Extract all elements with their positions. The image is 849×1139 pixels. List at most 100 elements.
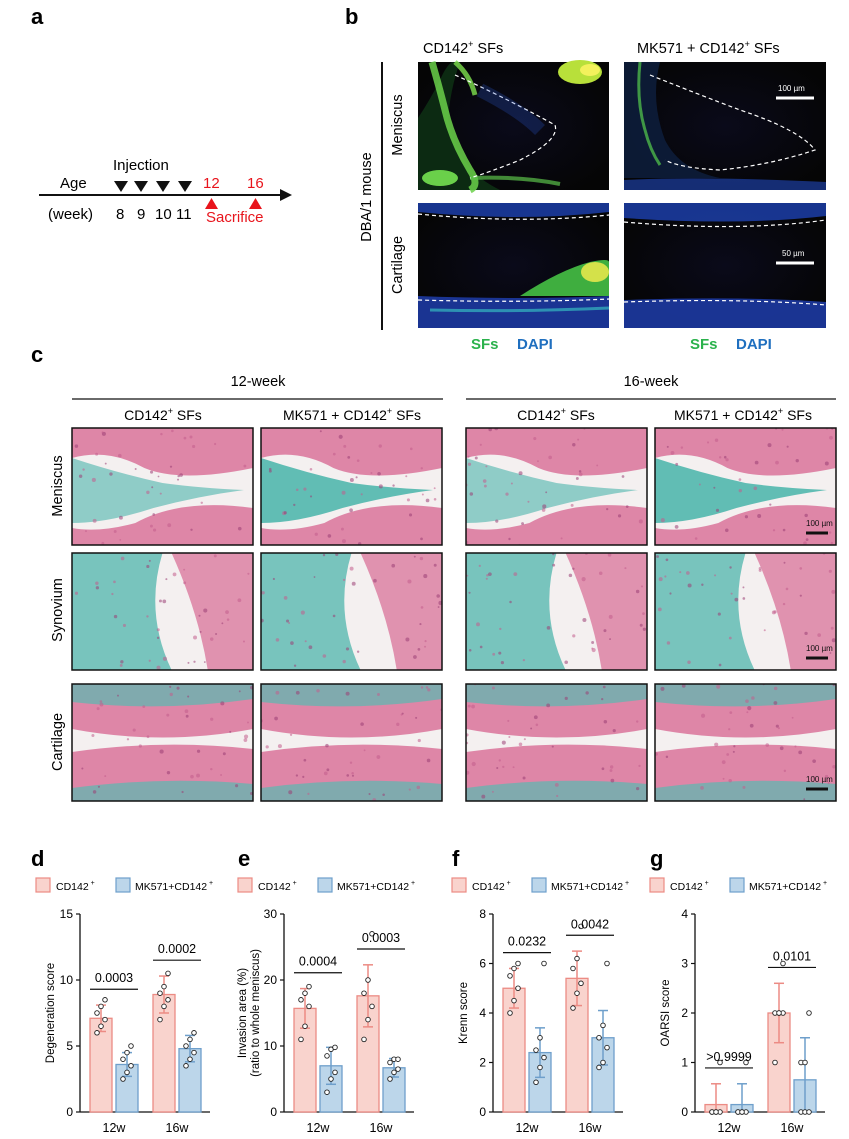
cell-nucleus [295, 774, 299, 777]
cell-nucleus [591, 641, 595, 644]
meniscus-wedge [72, 458, 244, 523]
cell-nucleus [423, 574, 428, 579]
data-point [191, 1030, 197, 1036]
cell-nucleus [177, 478, 180, 481]
cell-nucleus [349, 477, 354, 482]
cell-nucleus [405, 637, 410, 642]
cell-nucleus [476, 622, 480, 627]
cell-nucleus [111, 592, 114, 596]
cell-nucleus [120, 556, 125, 561]
cell-nucleus [265, 745, 269, 749]
cell-nucleus [406, 498, 410, 502]
cell-nucleus [783, 769, 787, 773]
cell-nucleus [277, 744, 282, 749]
cell-nucleus [830, 626, 834, 630]
injection-week-9: 9 [137, 206, 145, 223]
tissue-band [466, 428, 647, 476]
cell-nucleus [243, 464, 247, 468]
cell-nucleus [341, 490, 346, 495]
cell-nucleus [295, 488, 299, 492]
data-point [772, 1059, 778, 1066]
panel-b-fluorescence: CD142+ SFs MK571 + CD142+ SFs DBA/1 mous… [359, 39, 827, 353]
tissue-band [565, 553, 647, 670]
cell-nucleus [635, 720, 639, 723]
legend-swatch-cd142 [35, 877, 51, 893]
cell-nucleus [535, 723, 539, 727]
cell-nucleus [156, 636, 160, 640]
fluor-image-mk571-meniscus: 100 µm [624, 61, 826, 190]
cell-nucleus [323, 771, 328, 776]
injection-triangle-8 [114, 181, 128, 192]
cell-nucleus [235, 784, 239, 788]
cell-nucleus [804, 513, 808, 518]
cell-nucleus [243, 734, 249, 739]
x-tick-label: 12w [307, 1121, 331, 1135]
cell-nucleus [420, 467, 423, 470]
data-point [395, 1066, 401, 1072]
cell-nucleus [499, 627, 502, 631]
y-tick-label: 6 [479, 957, 486, 971]
cell-nucleus [777, 727, 780, 730]
cell-nucleus [302, 775, 305, 778]
cell-nucleus [138, 744, 142, 748]
fluor-image-mk571-cartilage: 50 µm [623, 203, 827, 328]
cell-nucleus [437, 606, 440, 608]
cell-nucleus [742, 785, 746, 789]
cell-nucleus [572, 443, 576, 447]
tissue-band [171, 553, 253, 670]
cell-nucleus [501, 740, 506, 745]
cell-nucleus [598, 571, 603, 575]
data-point [332, 1069, 338, 1076]
data-point [541, 1054, 547, 1061]
cell-nucleus [582, 617, 587, 622]
data-point [369, 931, 375, 937]
cell-nucleus [160, 432, 163, 436]
panel-letter-a: a [31, 4, 44, 29]
cell-nucleus [491, 686, 495, 690]
data-point [515, 960, 521, 967]
cell-nucleus [817, 633, 821, 637]
cell-nucleus [602, 685, 606, 689]
cell-nucleus [288, 790, 293, 795]
injection-label: Injection [113, 157, 169, 174]
legend-label-cd142: CD142 + [56, 880, 95, 893]
cell-nucleus [347, 455, 351, 459]
cell-nucleus [564, 660, 568, 665]
data-point [743, 1059, 749, 1066]
cell-nucleus [300, 610, 305, 615]
cell-nucleus [146, 735, 150, 739]
cell-nucleus [552, 563, 556, 567]
tissue-band [72, 684, 253, 707]
cell-nucleus [660, 518, 665, 523]
cell-nucleus [81, 767, 84, 770]
cell-nucleus [349, 566, 354, 571]
data-point [324, 1053, 330, 1059]
cell-nucleus [799, 567, 803, 570]
cell-nucleus [556, 794, 559, 798]
sacrifice-triangle-16 [249, 198, 262, 209]
cell-nucleus [91, 477, 96, 483]
histology-image-meniscus-4: 100 µm [654, 427, 837, 546]
legend-sfs-1: SFs [471, 336, 499, 353]
cell-nucleus [166, 770, 171, 775]
cell-nucleus [342, 539, 346, 544]
cell-nucleus [237, 526, 242, 531]
cell-nucleus [413, 555, 416, 558]
cell-nucleus [636, 786, 640, 791]
data-point [570, 965, 576, 972]
cell-nucleus [416, 785, 421, 790]
cell-nucleus [781, 428, 784, 431]
cell-nucleus [715, 508, 720, 512]
histology-image-synovium-4: 100 µm [654, 552, 837, 671]
tile-content [261, 684, 442, 801]
y-tick-label: 30 [264, 907, 278, 921]
cell-nucleus [694, 537, 698, 540]
cell-nucleus [196, 773, 200, 778]
cell-nucleus [554, 782, 559, 787]
cell-nucleus [575, 477, 579, 480]
cell-nucleus [303, 487, 307, 491]
data-point [324, 1089, 330, 1095]
cell-nucleus [117, 694, 119, 697]
panel-letter-c: c [31, 342, 43, 367]
cell-nucleus [728, 728, 731, 731]
